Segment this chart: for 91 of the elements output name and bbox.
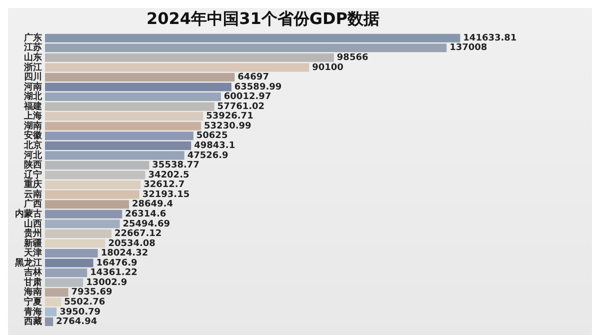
y-tick-label: 北京 — [23, 140, 42, 152]
y-tick-label: 海南 — [23, 286, 42, 298]
y-tick-label: 内蒙古 — [15, 208, 42, 220]
y-tick-label: 西藏 — [23, 316, 42, 328]
bar — [45, 122, 202, 130]
data-label: 2764.94 — [56, 317, 98, 328]
data-label: 32612.7 — [144, 180, 185, 190]
data-label: 34202.5 — [148, 170, 190, 180]
bar — [45, 190, 140, 199]
data-label: 5502.76 — [64, 297, 106, 308]
y-tick-label: 贵州 — [23, 228, 42, 240]
y-tick-label: 安徽 — [24, 130, 43, 142]
data-label: 26314.6 — [125, 209, 166, 220]
y-tick-label: 宁夏 — [24, 296, 42, 308]
bar — [45, 53, 334, 62]
bar — [45, 72, 235, 82]
bar — [45, 92, 221, 102]
data-label: 16476.9 — [96, 258, 138, 268]
bar — [45, 210, 122, 218]
data-label: 22667.12 — [114, 229, 162, 240]
y-tick-label: 新疆 — [23, 238, 42, 249]
data-label: 7935.69 — [71, 288, 112, 298]
bar — [45, 239, 106, 248]
y-tick-label: 辽宁 — [23, 169, 42, 180]
bar — [45, 141, 192, 150]
bar — [45, 151, 184, 160]
data-label: 25494.69 — [122, 219, 170, 230]
data-label: 14361.22 — [90, 268, 138, 278]
y-tick-label: 广东 — [23, 32, 42, 44]
y-tick-label: 江苏 — [23, 42, 42, 54]
bar — [45, 298, 62, 306]
y-tick-label: 四川 — [24, 72, 42, 83]
y-tick-label: 甘肃 — [23, 276, 42, 288]
y-tick-label: 云南 — [24, 188, 42, 200]
y-tick-label: 浙江 — [23, 62, 42, 73]
data-label: 57761.02 — [217, 102, 265, 112]
bar — [45, 268, 88, 278]
data-label: 20534.08 — [108, 238, 156, 249]
y-tick-label: 陕西 — [24, 160, 42, 171]
data-label: 35538.77 — [152, 160, 200, 171]
bar — [45, 308, 57, 316]
bar — [45, 82, 232, 92]
y-tick-label: 湖南 — [23, 120, 42, 132]
y-tick-label: 广西 — [23, 198, 42, 210]
data-label: 98566 — [336, 52, 368, 63]
data-label: 13002.9 — [86, 278, 128, 288]
data-label: 50625 — [196, 131, 228, 142]
data-label: 32193.15 — [142, 190, 190, 200]
bar — [45, 132, 194, 140]
y-tick-label: 湖北 — [23, 91, 43, 102]
y-tick-label: 河南 — [23, 81, 42, 92]
data-label: 60012.97 — [224, 92, 272, 102]
bar — [45, 160, 150, 170]
bar — [45, 258, 94, 268]
bar — [45, 220, 120, 228]
bar — [45, 229, 112, 238]
bar — [45, 170, 146, 180]
bar — [45, 112, 204, 121]
data-label: 63589.99 — [234, 82, 282, 92]
bar — [45, 278, 84, 287]
bar — [45, 180, 141, 190]
data-label: 141633.81 — [463, 33, 517, 44]
data-label: 47526.9 — [187, 150, 228, 161]
data-label: 64697 — [238, 72, 269, 83]
y-tick-label: 青海 — [23, 306, 42, 318]
bar — [45, 63, 310, 72]
bar — [45, 248, 98, 258]
y-tick-label: 吉林 — [23, 267, 43, 278]
data-label: 53230.99 — [204, 121, 252, 132]
data-label: 3950.79 — [60, 307, 101, 318]
bar — [45, 288, 68, 297]
bar — [45, 200, 129, 209]
data-label: 49843.1 — [194, 141, 236, 152]
y-tick-label: 山东 — [24, 52, 42, 63]
data-label: 137008 — [450, 43, 488, 54]
y-tick-label: 天津 — [23, 248, 42, 259]
data-label: 53926.71 — [206, 112, 254, 122]
y-tick-label: 黑龙江 — [14, 257, 42, 268]
bar — [45, 44, 447, 52]
y-tick-label: 重庆 — [23, 179, 42, 190]
bar — [45, 317, 54, 326]
bar — [45, 102, 214, 111]
data-label: 18024.32 — [100, 248, 148, 259]
chart-title: 2024年中国31个省份GDP数据 — [146, 8, 380, 28]
bar — [45, 34, 460, 42]
y-tick-label: 上海 — [23, 110, 42, 122]
y-tick-label: 河北 — [23, 150, 43, 161]
data-label: 28649.4 — [132, 200, 173, 210]
y-tick-label: 山西 — [24, 218, 42, 230]
y-tick-label: 福建 — [23, 100, 42, 112]
data-label: 90100 — [312, 62, 344, 73]
